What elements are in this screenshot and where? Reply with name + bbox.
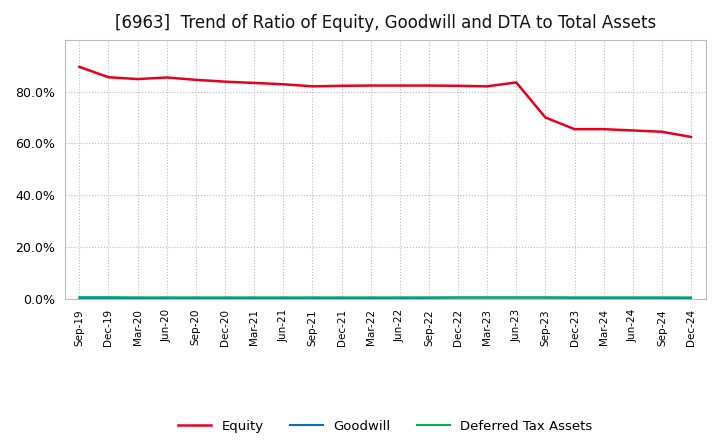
- Goodwill: [599, 295, 608, 301]
- Deferred Tax Assets: [220, 295, 229, 300]
- Goodwill: [250, 296, 258, 301]
- Goodwill: [192, 296, 200, 301]
- Line: Equity: Equity: [79, 67, 691, 137]
- Deferred Tax Assets: [279, 295, 287, 300]
- Goodwill: [133, 296, 142, 301]
- Equity: [279, 81, 287, 87]
- Goodwill: [687, 296, 696, 301]
- Equity: [599, 127, 608, 132]
- Goodwill: [75, 296, 84, 301]
- Goodwill: [657, 295, 666, 301]
- Equity: [337, 83, 346, 88]
- Equity: [629, 128, 637, 133]
- Equity: [570, 127, 579, 132]
- Line: Goodwill: Goodwill: [79, 297, 691, 299]
- Legend: Equity, Goodwill, Deferred Tax Assets: Equity, Goodwill, Deferred Tax Assets: [173, 415, 598, 438]
- Goodwill: [337, 296, 346, 301]
- Deferred Tax Assets: [192, 295, 200, 300]
- Goodwill: [308, 296, 317, 301]
- Goodwill: [629, 295, 637, 301]
- Equity: [483, 84, 492, 89]
- Deferred Tax Assets: [599, 295, 608, 300]
- Deferred Tax Assets: [570, 295, 579, 300]
- Equity: [163, 75, 171, 80]
- Goodwill: [220, 296, 229, 301]
- Equity: [75, 64, 84, 70]
- Deferred Tax Assets: [337, 295, 346, 300]
- Equity: [541, 115, 550, 120]
- Goodwill: [104, 296, 113, 301]
- Deferred Tax Assets: [104, 294, 113, 300]
- Deferred Tax Assets: [250, 295, 258, 300]
- Deferred Tax Assets: [512, 295, 521, 300]
- Equity: [104, 75, 113, 80]
- Goodwill: [425, 295, 433, 301]
- Goodwill: [395, 296, 404, 301]
- Equity: [220, 79, 229, 84]
- Deferred Tax Assets: [133, 295, 142, 300]
- Goodwill: [483, 295, 492, 300]
- Title: [6963]  Trend of Ratio of Equity, Goodwill and DTA to Total Assets: [6963] Trend of Ratio of Equity, Goodwil…: [114, 15, 656, 33]
- Deferred Tax Assets: [308, 295, 317, 300]
- Equity: [366, 83, 375, 88]
- Equity: [687, 134, 696, 139]
- Deferred Tax Assets: [163, 295, 171, 300]
- Deferred Tax Assets: [657, 295, 666, 300]
- Goodwill: [570, 295, 579, 301]
- Goodwill: [366, 296, 375, 301]
- Goodwill: [163, 296, 171, 301]
- Equity: [395, 83, 404, 88]
- Equity: [512, 80, 521, 85]
- Deferred Tax Assets: [454, 295, 462, 300]
- Deferred Tax Assets: [541, 295, 550, 300]
- Deferred Tax Assets: [75, 294, 84, 300]
- Equity: [454, 83, 462, 88]
- Deferred Tax Assets: [629, 295, 637, 300]
- Deferred Tax Assets: [425, 295, 433, 300]
- Goodwill: [279, 296, 287, 301]
- Equity: [425, 83, 433, 88]
- Equity: [250, 81, 258, 86]
- Equity: [657, 129, 666, 134]
- Deferred Tax Assets: [483, 295, 492, 300]
- Goodwill: [454, 295, 462, 300]
- Equity: [192, 77, 200, 82]
- Goodwill: [512, 295, 521, 300]
- Equity: [133, 77, 142, 82]
- Goodwill: [541, 295, 550, 300]
- Equity: [308, 84, 317, 89]
- Deferred Tax Assets: [366, 295, 375, 300]
- Deferred Tax Assets: [687, 295, 696, 300]
- Deferred Tax Assets: [395, 295, 404, 300]
